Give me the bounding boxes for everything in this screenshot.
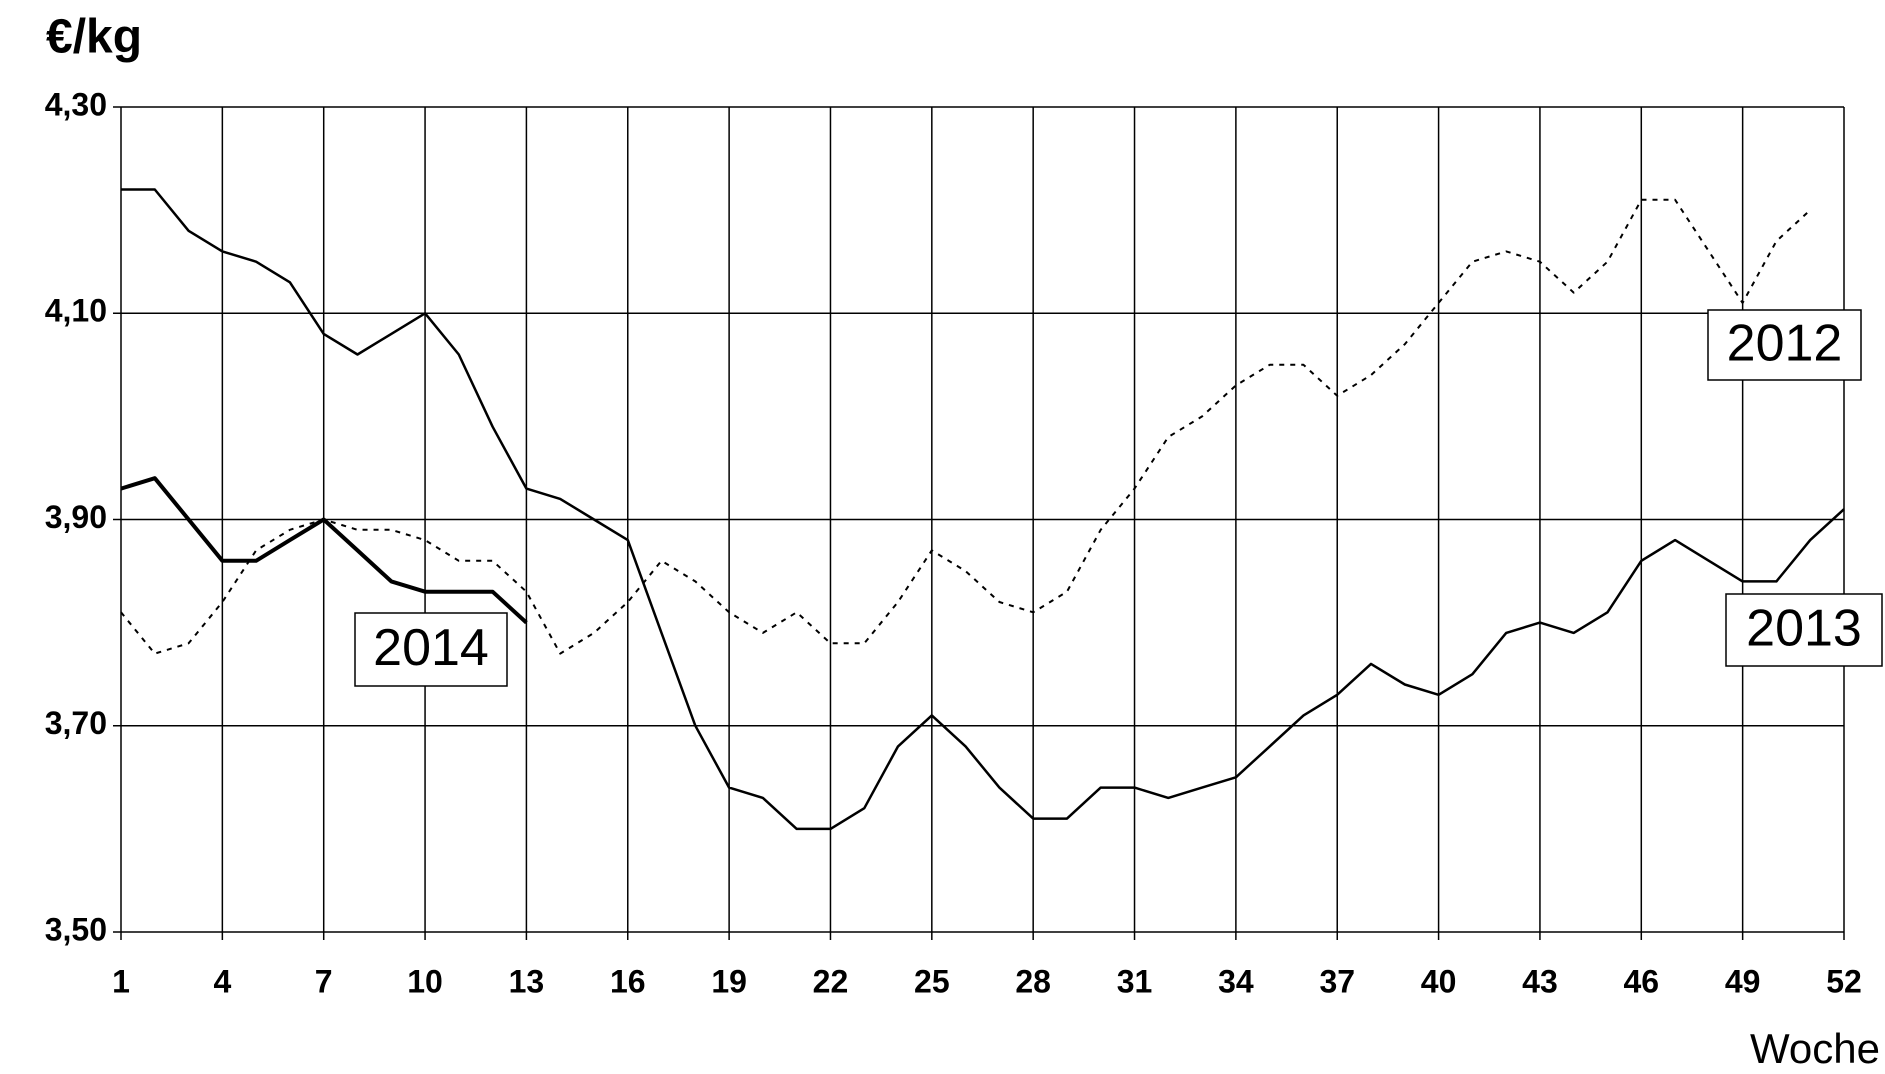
x-tick-label: 1 xyxy=(112,963,130,999)
x-tick-label: 19 xyxy=(711,963,747,999)
x-tick-label: 16 xyxy=(610,963,646,999)
x-tick-label: 52 xyxy=(1826,963,1862,999)
x-tick-label: 34 xyxy=(1218,963,1254,999)
x-tick-label: 7 xyxy=(315,963,333,999)
legend-label: 2013 xyxy=(1746,600,1862,658)
y-tick-label: 4,10 xyxy=(45,293,107,329)
legend-box xyxy=(354,612,508,687)
y-tick-label: 4,30 xyxy=(45,86,107,122)
line-series xyxy=(121,188,1845,831)
x-tick-label: 46 xyxy=(1623,963,1659,999)
x-tick-label: 49 xyxy=(1725,963,1761,999)
x-tick-label: 31 xyxy=(1117,963,1153,999)
y-tick-label: 3,50 xyxy=(45,911,107,947)
x-tick-label: 37 xyxy=(1319,963,1355,999)
line-series xyxy=(120,476,528,625)
x-tick-label: 43 xyxy=(1522,963,1558,999)
x-tick-label: 22 xyxy=(813,963,849,999)
x-tick-label: 40 xyxy=(1421,963,1457,999)
x-tick-label: 25 xyxy=(914,963,950,999)
x-axis-label: Woche xyxy=(1750,1025,1880,1072)
y-axis-label: €/kg xyxy=(46,11,142,64)
x-tick-label: 13 xyxy=(509,963,545,999)
legend-box xyxy=(1707,309,1862,381)
y-tick-label: 3,90 xyxy=(45,499,107,535)
legend-label: 2012 xyxy=(1727,315,1843,373)
x-tick-label: 28 xyxy=(1015,963,1051,999)
x-tick-label: 4 xyxy=(213,963,231,999)
line-series xyxy=(120,198,1811,655)
legend-label: 2014 xyxy=(373,619,489,677)
y-tick-label: 3,70 xyxy=(45,705,107,741)
legend-box xyxy=(1725,593,1883,667)
x-tick-label: 10 xyxy=(407,963,443,999)
